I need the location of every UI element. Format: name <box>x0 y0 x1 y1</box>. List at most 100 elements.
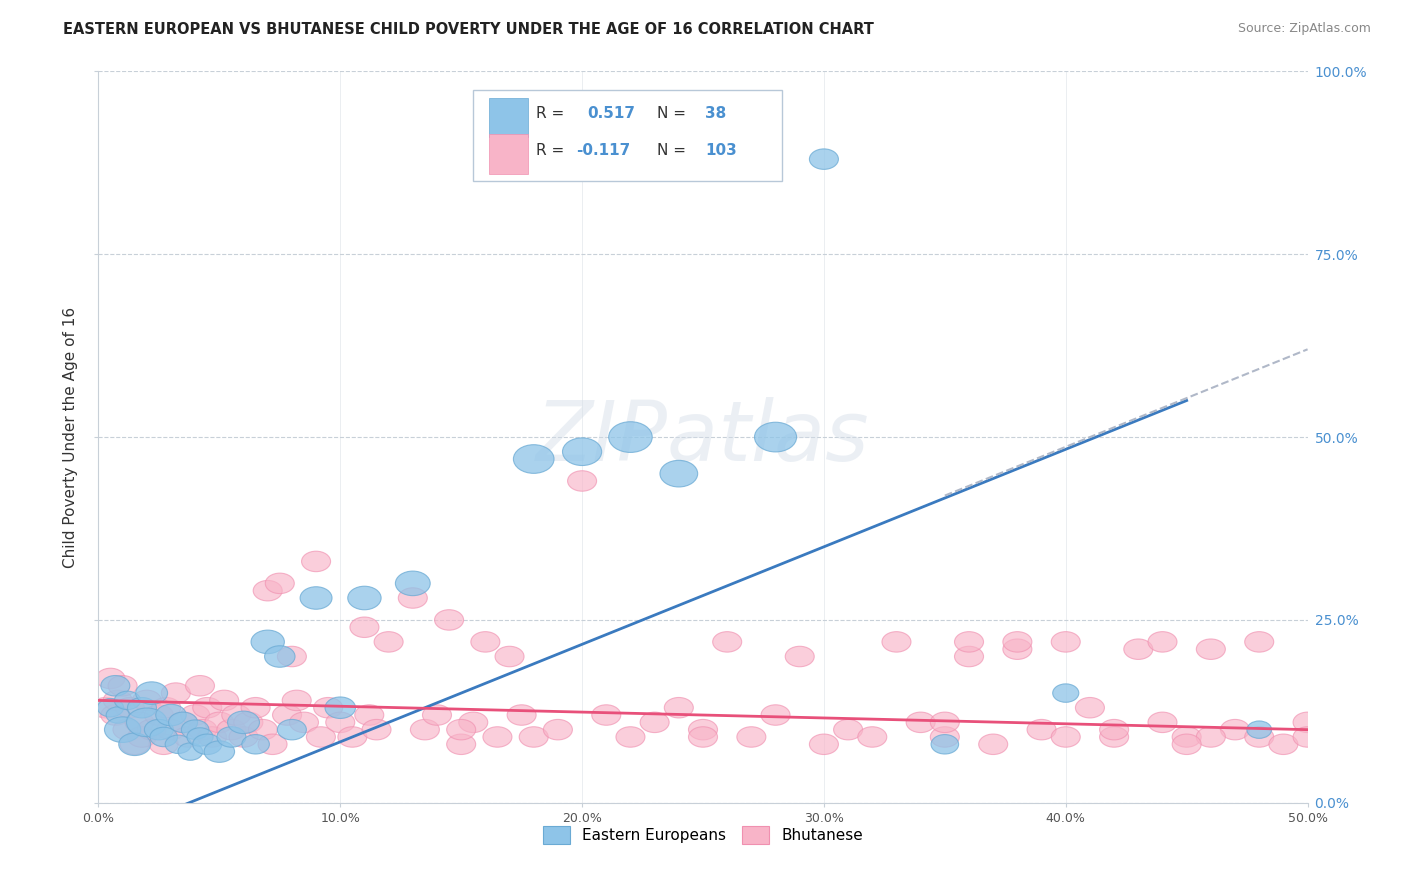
Ellipse shape <box>1197 639 1226 659</box>
Ellipse shape <box>217 720 246 739</box>
Ellipse shape <box>209 690 239 711</box>
Ellipse shape <box>301 551 330 572</box>
Ellipse shape <box>264 646 295 667</box>
Ellipse shape <box>229 727 259 747</box>
Ellipse shape <box>337 727 367 747</box>
Ellipse shape <box>125 712 155 732</box>
Ellipse shape <box>1002 639 1032 659</box>
Ellipse shape <box>299 587 332 609</box>
FancyBboxPatch shape <box>489 135 527 174</box>
Ellipse shape <box>222 705 250 725</box>
Ellipse shape <box>361 720 391 739</box>
Ellipse shape <box>1052 727 1080 747</box>
Ellipse shape <box>979 734 1008 755</box>
Ellipse shape <box>422 705 451 725</box>
Ellipse shape <box>128 698 156 718</box>
Ellipse shape <box>834 720 863 739</box>
Text: 103: 103 <box>706 143 737 158</box>
Ellipse shape <box>755 422 797 452</box>
Ellipse shape <box>240 698 270 718</box>
Ellipse shape <box>659 460 697 487</box>
Ellipse shape <box>145 705 173 725</box>
Text: ZIPatlas: ZIPatlas <box>536 397 870 477</box>
Ellipse shape <box>114 691 141 710</box>
Ellipse shape <box>689 727 717 747</box>
Y-axis label: Child Poverty Under the Age of 16: Child Poverty Under the Age of 16 <box>63 307 79 567</box>
Ellipse shape <box>1247 721 1271 739</box>
Ellipse shape <box>112 720 142 739</box>
Ellipse shape <box>242 734 270 754</box>
Ellipse shape <box>543 720 572 739</box>
Ellipse shape <box>290 712 319 732</box>
Ellipse shape <box>1220 720 1250 739</box>
Ellipse shape <box>689 720 717 739</box>
Ellipse shape <box>519 727 548 747</box>
Ellipse shape <box>592 705 621 725</box>
Ellipse shape <box>249 720 277 739</box>
Ellipse shape <box>562 438 602 466</box>
Ellipse shape <box>91 698 120 718</box>
Ellipse shape <box>132 690 162 711</box>
Ellipse shape <box>395 571 430 596</box>
Text: R =: R = <box>536 106 569 121</box>
Ellipse shape <box>1294 727 1322 747</box>
Ellipse shape <box>273 705 301 725</box>
Ellipse shape <box>169 712 198 732</box>
Ellipse shape <box>173 727 202 747</box>
Ellipse shape <box>931 734 959 754</box>
Ellipse shape <box>108 675 138 696</box>
Ellipse shape <box>283 690 311 711</box>
Ellipse shape <box>314 698 343 718</box>
Ellipse shape <box>1052 632 1080 652</box>
Ellipse shape <box>188 720 217 739</box>
Ellipse shape <box>118 733 150 756</box>
Ellipse shape <box>198 727 226 747</box>
Ellipse shape <box>152 698 180 718</box>
Ellipse shape <box>882 632 911 652</box>
Ellipse shape <box>149 734 179 755</box>
Ellipse shape <box>162 683 190 703</box>
Ellipse shape <box>186 675 215 696</box>
Ellipse shape <box>233 712 263 732</box>
Ellipse shape <box>616 727 645 747</box>
Ellipse shape <box>325 697 356 718</box>
Ellipse shape <box>737 727 766 747</box>
Ellipse shape <box>508 705 536 725</box>
Ellipse shape <box>398 588 427 608</box>
Ellipse shape <box>180 705 209 725</box>
Ellipse shape <box>326 712 354 732</box>
Text: N =: N = <box>657 143 690 158</box>
Ellipse shape <box>96 668 125 689</box>
Ellipse shape <box>135 681 167 705</box>
Ellipse shape <box>307 727 336 747</box>
Ellipse shape <box>115 698 145 718</box>
Ellipse shape <box>471 632 501 652</box>
Ellipse shape <box>181 720 209 739</box>
Legend: Eastern Europeans, Bhutanese: Eastern Europeans, Bhutanese <box>537 820 869 850</box>
Ellipse shape <box>1173 727 1201 747</box>
Ellipse shape <box>204 741 235 763</box>
Ellipse shape <box>347 586 381 610</box>
Ellipse shape <box>931 727 959 747</box>
Ellipse shape <box>955 647 984 666</box>
Ellipse shape <box>931 712 959 732</box>
Ellipse shape <box>252 630 284 654</box>
Ellipse shape <box>193 698 222 718</box>
Ellipse shape <box>150 727 177 747</box>
Ellipse shape <box>1147 632 1177 652</box>
FancyBboxPatch shape <box>474 90 782 181</box>
Ellipse shape <box>253 581 283 601</box>
Ellipse shape <box>1294 712 1322 732</box>
Ellipse shape <box>228 711 260 733</box>
Text: 38: 38 <box>706 106 727 121</box>
Ellipse shape <box>1244 727 1274 747</box>
Ellipse shape <box>495 647 524 666</box>
Text: Source: ZipAtlas.com: Source: ZipAtlas.com <box>1237 22 1371 36</box>
Ellipse shape <box>411 720 440 739</box>
Text: R =: R = <box>536 143 569 158</box>
Ellipse shape <box>609 422 652 452</box>
Ellipse shape <box>107 706 129 723</box>
Ellipse shape <box>810 734 838 755</box>
Ellipse shape <box>120 734 149 755</box>
Ellipse shape <box>101 705 129 725</box>
